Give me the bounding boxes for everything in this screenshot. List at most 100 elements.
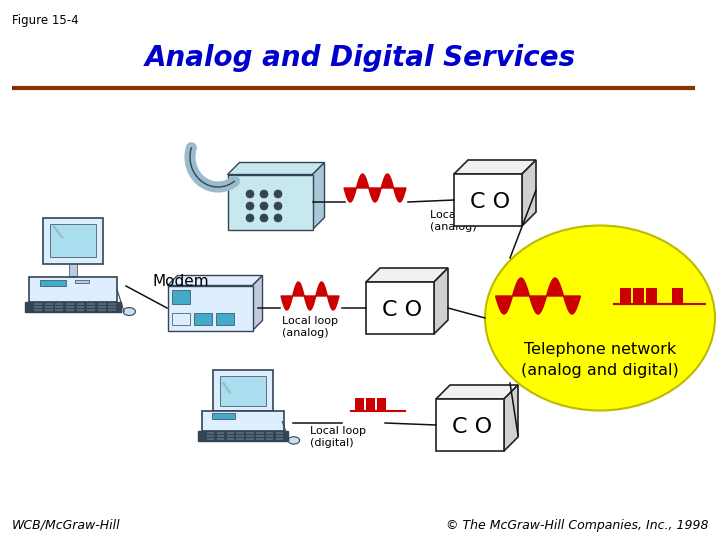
FancyBboxPatch shape [207,438,215,440]
FancyBboxPatch shape [35,306,42,308]
FancyBboxPatch shape [256,435,264,437]
FancyBboxPatch shape [220,376,266,406]
Text: Figure 15-4: Figure 15-4 [12,14,78,27]
Polygon shape [366,268,448,282]
FancyBboxPatch shape [55,309,63,311]
FancyBboxPatch shape [256,438,264,440]
FancyBboxPatch shape [454,174,522,226]
Text: Local loop
(digital): Local loop (digital) [310,426,366,448]
FancyBboxPatch shape [276,438,283,440]
FancyBboxPatch shape [212,413,235,419]
FancyBboxPatch shape [171,313,189,325]
FancyBboxPatch shape [228,174,312,230]
FancyBboxPatch shape [198,431,288,441]
Circle shape [274,190,282,198]
FancyBboxPatch shape [45,306,53,308]
Ellipse shape [123,308,135,315]
Circle shape [246,202,254,210]
FancyBboxPatch shape [66,306,74,308]
FancyBboxPatch shape [50,225,96,257]
Circle shape [274,202,282,210]
FancyBboxPatch shape [108,309,116,311]
Text: Telephone network
(analog and digital): Telephone network (analog and digital) [521,342,679,378]
Circle shape [246,214,254,222]
FancyBboxPatch shape [55,306,63,308]
Text: C O: C O [382,300,422,320]
FancyBboxPatch shape [55,303,63,305]
FancyBboxPatch shape [87,309,95,311]
Circle shape [274,214,282,222]
FancyBboxPatch shape [66,309,74,311]
FancyBboxPatch shape [266,432,274,434]
Circle shape [260,190,268,198]
FancyBboxPatch shape [207,435,215,437]
FancyBboxPatch shape [227,432,234,434]
FancyBboxPatch shape [98,303,106,305]
Polygon shape [454,160,536,174]
Polygon shape [312,163,325,230]
FancyBboxPatch shape [256,432,264,434]
Text: © The McGraw-Hill Companies, Inc., 1998: © The McGraw-Hill Companies, Inc., 1998 [446,519,708,532]
FancyBboxPatch shape [202,411,284,430]
Polygon shape [228,163,325,174]
FancyBboxPatch shape [276,432,283,434]
FancyBboxPatch shape [76,309,84,311]
FancyBboxPatch shape [620,288,631,304]
FancyBboxPatch shape [35,303,42,305]
FancyBboxPatch shape [35,309,42,311]
FancyBboxPatch shape [98,309,106,311]
FancyBboxPatch shape [43,218,103,264]
FancyBboxPatch shape [227,435,234,437]
FancyBboxPatch shape [227,438,234,440]
FancyBboxPatch shape [24,302,122,313]
FancyBboxPatch shape [215,313,233,325]
Text: C O: C O [452,417,492,437]
FancyBboxPatch shape [217,435,224,437]
FancyBboxPatch shape [217,438,224,440]
FancyBboxPatch shape [194,313,212,325]
FancyBboxPatch shape [355,397,364,410]
FancyBboxPatch shape [236,432,244,434]
FancyBboxPatch shape [276,435,283,437]
FancyBboxPatch shape [98,306,106,308]
FancyBboxPatch shape [75,280,89,284]
Ellipse shape [288,437,300,444]
FancyBboxPatch shape [646,288,657,304]
FancyBboxPatch shape [207,432,215,434]
FancyBboxPatch shape [168,286,253,330]
FancyBboxPatch shape [87,303,95,305]
FancyBboxPatch shape [246,435,253,437]
FancyBboxPatch shape [69,264,76,276]
FancyBboxPatch shape [29,277,117,302]
Polygon shape [168,275,263,286]
FancyBboxPatch shape [108,303,116,305]
FancyBboxPatch shape [76,306,84,308]
Circle shape [246,190,254,198]
FancyBboxPatch shape [66,303,74,305]
FancyBboxPatch shape [633,288,644,304]
FancyBboxPatch shape [236,438,244,440]
Text: C O: C O [470,192,510,212]
FancyBboxPatch shape [76,303,84,305]
FancyBboxPatch shape [672,288,683,304]
Text: WCB/McGraw-Hill: WCB/McGraw-Hill [12,519,121,532]
FancyBboxPatch shape [377,397,386,410]
FancyBboxPatch shape [108,306,116,308]
FancyBboxPatch shape [366,282,434,334]
Polygon shape [522,160,536,226]
FancyBboxPatch shape [236,435,244,437]
Polygon shape [504,385,518,451]
FancyBboxPatch shape [266,438,274,440]
Text: Local loop
(analog): Local loop (analog) [430,210,486,232]
Text: Modem: Modem [152,274,209,289]
Polygon shape [434,268,448,334]
FancyBboxPatch shape [213,370,272,411]
FancyBboxPatch shape [40,280,66,286]
Text: Local loop
(analog): Local loop (analog) [282,316,338,339]
FancyBboxPatch shape [246,432,253,434]
Polygon shape [253,275,263,330]
FancyBboxPatch shape [171,289,189,303]
Polygon shape [436,385,518,399]
FancyBboxPatch shape [217,432,224,434]
Circle shape [260,214,268,222]
